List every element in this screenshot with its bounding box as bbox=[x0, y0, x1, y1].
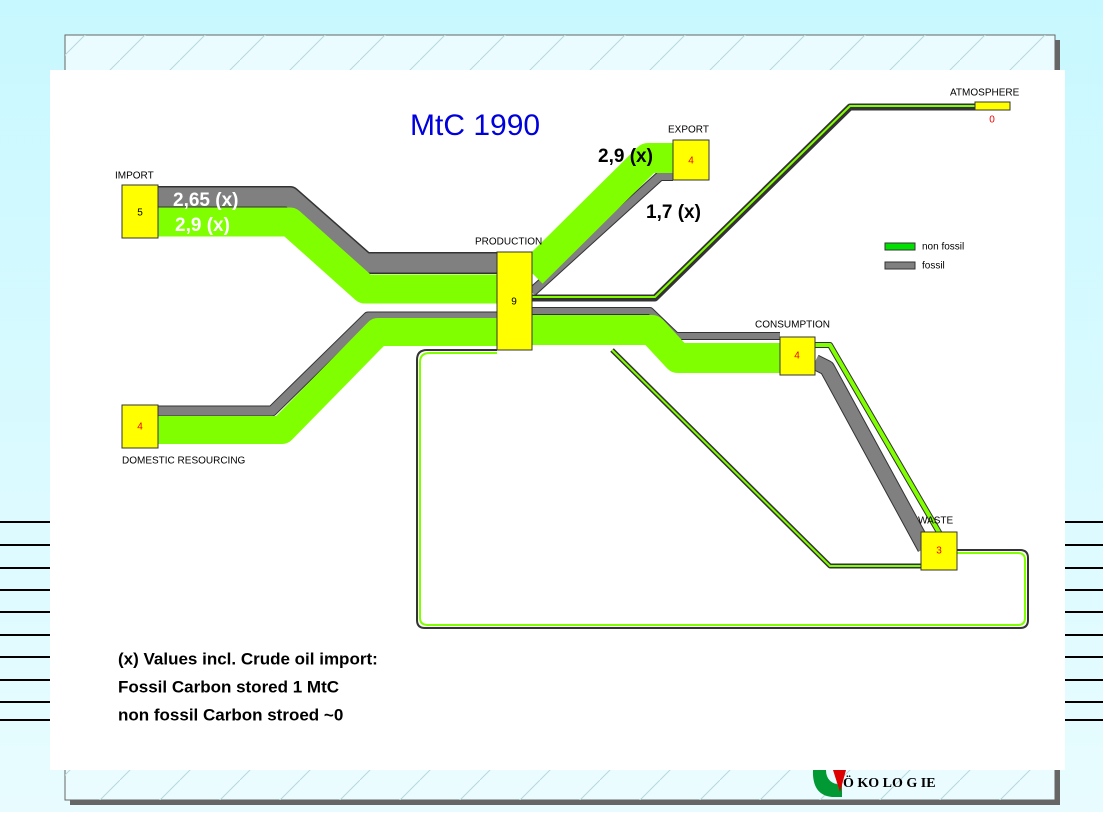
node-value: 4 bbox=[137, 422, 143, 433]
flow-label: 2,65 (x) bbox=[173, 190, 238, 211]
flow-label: 2,9 (x) bbox=[175, 215, 230, 236]
node-label: EXPORT bbox=[668, 125, 709, 136]
node-value: 0 bbox=[989, 115, 995, 126]
legend-label: non fossil bbox=[922, 242, 964, 253]
node-value: 4 bbox=[688, 156, 694, 167]
note: Fossil Carbon stored 1 MtC bbox=[118, 677, 339, 696]
node-value: 4 bbox=[794, 351, 800, 362]
node-label: WASTE bbox=[918, 516, 954, 527]
node-value: 5 bbox=[137, 208, 143, 219]
logo-text: Ö KO LO G IE bbox=[843, 774, 936, 791]
node-label: ATMOSPHERE bbox=[950, 88, 1020, 99]
legend-swatch bbox=[884, 261, 916, 270]
title: MtC 1990 bbox=[410, 109, 540, 142]
side-lines bbox=[0, 521, 1103, 721]
node-label: CONSUMPTION bbox=[755, 320, 830, 331]
notes: (x) Values incl. Crude oil import: Fossi… bbox=[118, 649, 378, 724]
logo-mark bbox=[812, 770, 842, 797]
note: (x) Values incl. Crude oil import: bbox=[118, 649, 378, 668]
logo-mark bbox=[833, 770, 846, 792]
node-label: IMPORT bbox=[115, 171, 154, 182]
flow-labels: 2,65 (x) 2,9 (x) 2,9 (x) 1,7 (x) bbox=[173, 146, 701, 236]
note: non fossil Carbon stroed ~0 bbox=[118, 705, 343, 724]
legend-label: fossil bbox=[922, 261, 945, 272]
legend-swatch bbox=[884, 242, 916, 251]
flows bbox=[158, 103, 1029, 629]
node-boxes bbox=[121, 101, 1011, 571]
node-label: PRODUCTION bbox=[475, 237, 542, 248]
flow-label: 2,9 (x) bbox=[598, 146, 653, 167]
node-label: DOMESTIC RESOURCING bbox=[122, 456, 246, 467]
node-value: 3 bbox=[936, 546, 942, 557]
node-value: 9 bbox=[511, 297, 517, 308]
flow-label: 1,7 (x) bbox=[646, 202, 701, 223]
